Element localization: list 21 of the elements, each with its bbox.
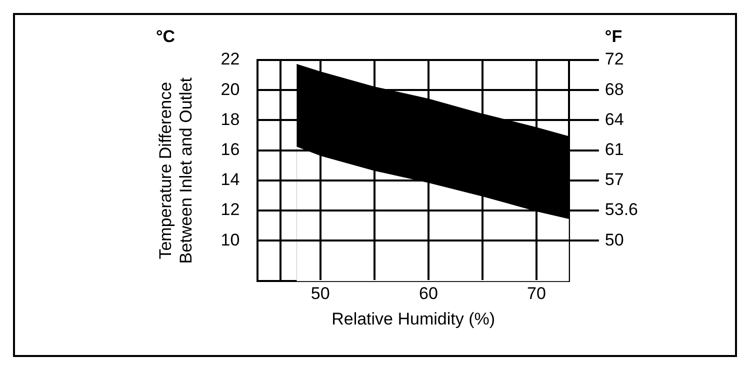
y2-tick-label: 72 bbox=[604, 50, 624, 69]
y-axis-title: Temperature Difference Between Inlet and Outlet bbox=[156, 77, 196, 264]
y-tick-label: 14 bbox=[220, 170, 240, 190]
x-tick-label: 70 bbox=[527, 284, 546, 304]
x-axis-title: Relative Humidity (%) bbox=[332, 309, 496, 328]
y-tick-label: 16 bbox=[220, 140, 240, 159]
text: °C bbox=[156, 27, 176, 46]
x-tick-label: 60 bbox=[418, 284, 438, 304]
y2-tick-label: 64 bbox=[604, 110, 624, 129]
y2-tick-label: 50 bbox=[604, 230, 624, 250]
y-tick-label: 10 bbox=[220, 230, 240, 250]
y-tick-label: 12 bbox=[220, 200, 240, 220]
y2-axis-title: °F bbox=[604, 27, 622, 46]
y-tick-label: 20 bbox=[220, 80, 240, 99]
y2-tick-label: 53.6 bbox=[604, 200, 638, 220]
x-tick-label: 50 bbox=[310, 284, 330, 304]
y2-tick-label: 57 bbox=[604, 170, 624, 190]
y2-tick-label: 68 bbox=[604, 80, 624, 99]
y-tick-label: 22 bbox=[220, 50, 240, 69]
y2-tick-label: 61 bbox=[604, 140, 624, 159]
y-tick-label: 18 bbox=[220, 110, 240, 129]
